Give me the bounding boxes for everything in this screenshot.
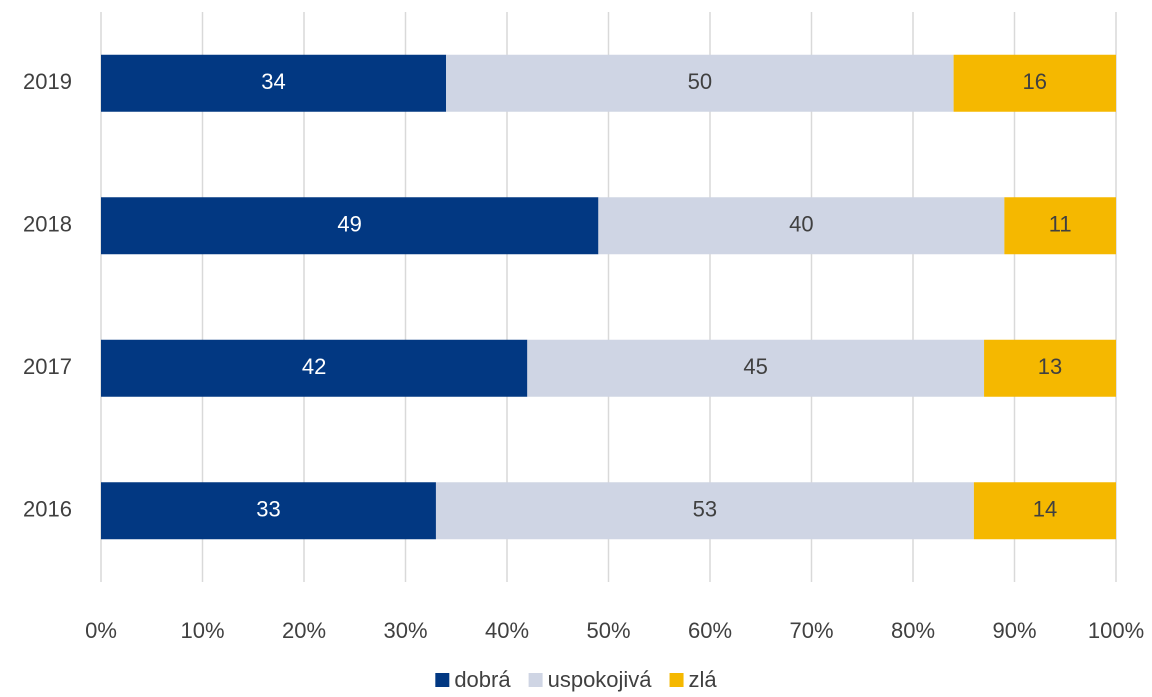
- x-tick-label: 0%: [85, 618, 117, 643]
- x-tick-label: 30%: [383, 618, 427, 643]
- bar-segment: [1004, 197, 1116, 255]
- x-tick-label: 70%: [789, 618, 833, 643]
- bar-segment: [984, 339, 1116, 397]
- data-label: 33: [256, 497, 280, 522]
- bar-segment: [953, 54, 1116, 112]
- legend-swatch: [435, 673, 450, 687]
- data-label: 34: [261, 69, 285, 94]
- x-tick-label: 50%: [586, 618, 630, 643]
- bar-segment: [527, 339, 985, 397]
- x-tick-label: 40%: [485, 618, 529, 643]
- y-tick-label: 2018: [23, 212, 72, 237]
- x-tick-label: 90%: [992, 618, 1036, 643]
- bar-segment: [101, 197, 599, 255]
- bar-segment: [101, 482, 436, 540]
- data-label: 13: [1038, 354, 1062, 379]
- bar-segment: [101, 339, 528, 397]
- data-label: 50: [688, 69, 712, 94]
- data-label: 49: [337, 212, 361, 237]
- x-tick-label: 80%: [891, 618, 935, 643]
- y-tick-label: 2016: [23, 497, 72, 522]
- bar-segment: [435, 482, 974, 540]
- legend-swatch: [669, 673, 684, 687]
- data-label: 16: [1023, 69, 1047, 94]
- bar-segment: [446, 54, 954, 112]
- data-label: 53: [693, 497, 717, 522]
- legend-swatch: [528, 673, 543, 687]
- x-tick-label: 100%: [1088, 618, 1144, 643]
- data-label: 14: [1033, 497, 1057, 522]
- legend-label: zlá: [689, 667, 718, 692]
- data-label: 40: [789, 212, 813, 237]
- bar-segment: [101, 54, 447, 112]
- legend-label: dobrá: [454, 667, 511, 692]
- data-label: 11: [1049, 212, 1072, 237]
- data-label: 45: [743, 354, 767, 379]
- y-tick-label: 2017: [23, 354, 72, 379]
- legend-label: uspokojivá: [548, 667, 653, 692]
- y-tick-label: 2019: [23, 69, 72, 94]
- data-label: 42: [302, 354, 326, 379]
- bar-segment: [598, 197, 1005, 255]
- x-tick-label: 10%: [180, 618, 224, 643]
- x-tick-label: 20%: [282, 618, 326, 643]
- bar-segment: [973, 482, 1116, 540]
- x-tick-label: 60%: [688, 618, 732, 643]
